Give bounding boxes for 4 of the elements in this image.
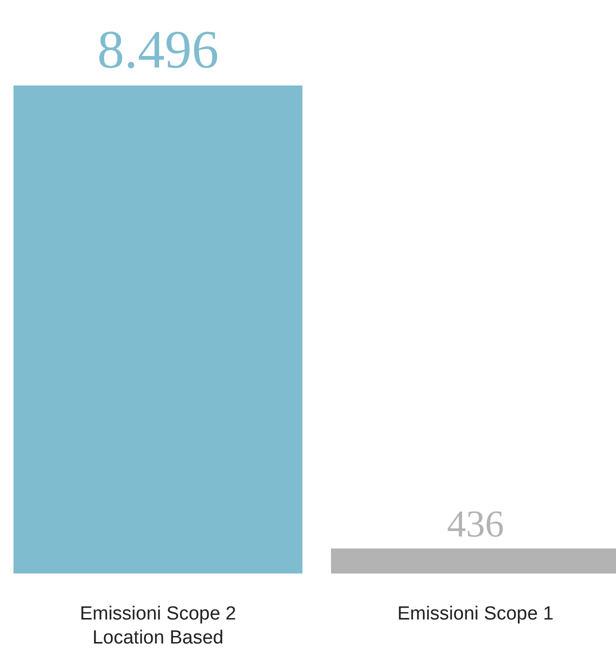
- data-label: 8.496: [97, 20, 219, 80]
- x-tick-label: Emissioni Scope 2 Location Based: [80, 604, 236, 649]
- data-label: 436: [446, 503, 504, 546]
- x-tick-label: Emissioni Scope 1: [397, 604, 554, 624]
